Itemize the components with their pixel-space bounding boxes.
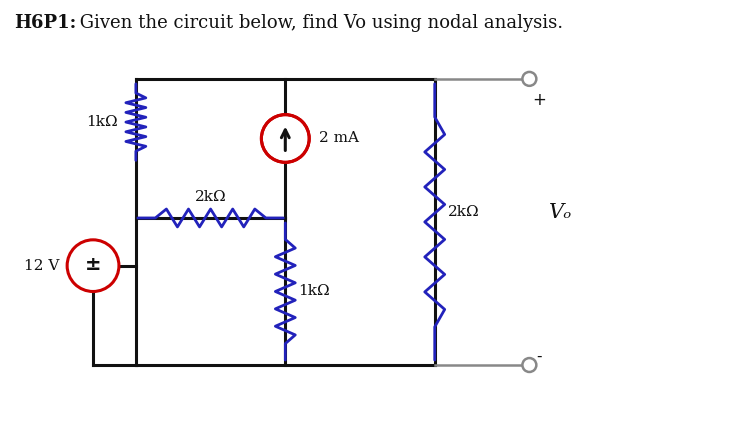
- Text: 2kΩ: 2kΩ: [194, 190, 227, 204]
- Text: H6P1:: H6P1:: [15, 14, 77, 32]
- Circle shape: [67, 240, 119, 291]
- Text: 1kΩ: 1kΩ: [86, 115, 118, 129]
- Text: 2 mA: 2 mA: [319, 131, 359, 146]
- Text: -: -: [537, 349, 542, 364]
- Text: Vₒ: Vₒ: [549, 202, 572, 222]
- Text: 12 V: 12 V: [24, 259, 59, 273]
- Text: 1kΩ: 1kΩ: [298, 285, 330, 298]
- Circle shape: [523, 358, 537, 372]
- Circle shape: [523, 72, 537, 86]
- Text: 2kΩ: 2kΩ: [447, 205, 480, 219]
- Text: +: +: [532, 91, 546, 109]
- Text: ±: ±: [85, 255, 102, 274]
- Circle shape: [262, 115, 309, 162]
- Text: Given the circuit below, find Vo using nodal analysis.: Given the circuit below, find Vo using n…: [74, 14, 564, 32]
